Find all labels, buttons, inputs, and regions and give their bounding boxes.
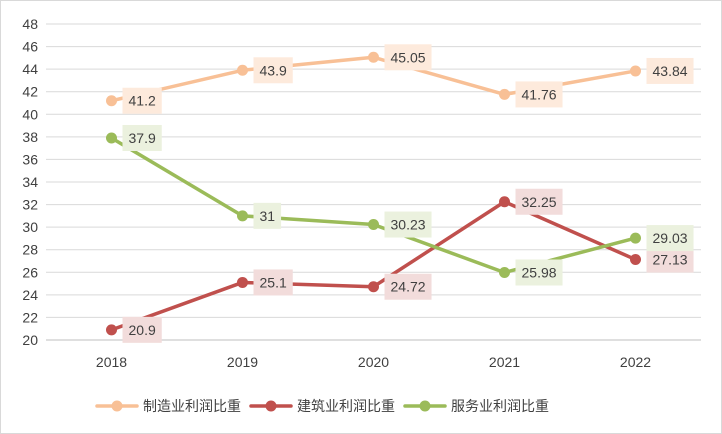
data-point xyxy=(499,88,510,100)
y-tick-label: 38 xyxy=(22,129,38,145)
data-label: 31 xyxy=(253,202,282,229)
data-label-box xyxy=(515,81,563,108)
data-label-box xyxy=(122,87,162,114)
legend-item: 服务业利润比重 xyxy=(403,399,549,415)
legend: 制造业利润比重 建筑业利润比重 服务业利润比重 xyxy=(95,399,549,415)
data-label: 20.9 xyxy=(122,316,162,343)
y-tick-label: 26 xyxy=(22,264,38,280)
data-label: 41.2 xyxy=(122,87,162,114)
data-point xyxy=(368,219,379,231)
y-tick-label: 28 xyxy=(22,242,38,258)
data-label-text: 43.9 xyxy=(260,62,287,78)
y-tick-label: 48 xyxy=(22,16,38,32)
gridlines xyxy=(46,23,701,341)
data-point xyxy=(499,267,510,279)
data-label-text: 31 xyxy=(260,208,276,224)
data-label-box xyxy=(384,211,432,238)
x-tick-label: 2022 xyxy=(620,354,651,370)
y-tick-label: 36 xyxy=(22,151,38,167)
data-point xyxy=(630,65,641,77)
x-tick-label: 2020 xyxy=(358,354,389,370)
series-2 xyxy=(106,196,641,336)
data-point xyxy=(499,196,510,208)
data-label-text: 37.9 xyxy=(129,130,156,146)
data-label-text: 30.23 xyxy=(391,217,426,233)
data-label-box xyxy=(646,57,694,84)
data-point xyxy=(368,51,379,63)
data-label: 41.76 xyxy=(515,81,563,108)
data-point xyxy=(237,64,248,76)
y-tick-label: 24 xyxy=(22,287,38,303)
x-tick-label: 2018 xyxy=(96,354,127,370)
y-tick-label: 22 xyxy=(22,309,38,325)
y-axis-ticks: 20 22 24 26 28 30 32 34 36 38 40 42 44 46 48 xyxy=(22,16,38,348)
x-axis-ticks: 2018 2019 2020 2021 2022 xyxy=(96,354,651,370)
data-label-text: 27.13 xyxy=(653,252,688,268)
y-tick-label: 46 xyxy=(22,39,38,55)
data-point xyxy=(630,232,641,244)
data-label-text: 25.98 xyxy=(522,265,557,281)
data-label-box xyxy=(122,316,162,343)
legend-marker xyxy=(265,400,277,412)
data-label: 32.25 xyxy=(515,188,563,215)
data-label: 45.05 xyxy=(384,44,432,71)
data-point xyxy=(106,132,117,144)
data-label-text: 25.1 xyxy=(260,274,287,290)
data-label: 43.9 xyxy=(253,57,293,84)
legend-marker xyxy=(111,400,123,412)
legend-marker xyxy=(419,400,431,412)
x-tick-label: 2019 xyxy=(227,354,258,370)
data-label: 30.23 xyxy=(384,211,432,238)
data-point xyxy=(237,210,248,222)
legend-item: 建筑业利润比重 xyxy=(249,399,395,415)
y-tick-label: 34 xyxy=(22,174,38,190)
data-label-box xyxy=(253,202,282,229)
data-labels: 41.2 43.9 45.05 41.76 43.84 20.9 25.1 24.72 32.2… xyxy=(122,44,694,343)
data-label: 29.03 xyxy=(646,225,694,252)
data-label-box xyxy=(253,57,293,84)
data-point xyxy=(368,281,379,293)
data-point xyxy=(106,324,117,336)
y-tick-label: 30 xyxy=(22,219,38,235)
data-label-box xyxy=(384,44,432,71)
y-tick-label: 44 xyxy=(22,61,38,77)
data-label: 25.98 xyxy=(515,259,563,286)
legend-label: 服务业利润比重 xyxy=(451,399,549,415)
data-label: 25.1 xyxy=(253,269,293,296)
y-tick-label: 32 xyxy=(22,197,38,213)
y-tick-label: 40 xyxy=(22,106,38,122)
data-label: 24.72 xyxy=(384,273,432,300)
data-label-text: 29.03 xyxy=(653,230,688,246)
data-label-box xyxy=(253,269,293,296)
legend-label: 制造业利润比重 xyxy=(143,399,241,415)
data-label-text: 24.72 xyxy=(391,279,426,295)
data-label-box xyxy=(515,188,563,215)
data-label-box xyxy=(122,124,162,151)
data-label-text: 20.9 xyxy=(129,322,156,338)
data-label: 43.84 xyxy=(646,57,694,84)
data-label-box xyxy=(646,225,694,252)
legend-label: 建筑业利润比重 xyxy=(297,399,395,415)
legend-item: 制造业利润比重 xyxy=(95,399,241,415)
data-label-box xyxy=(384,273,432,300)
data-point xyxy=(237,276,248,288)
data-point xyxy=(630,254,641,266)
data-label-text: 32.25 xyxy=(522,194,557,210)
data-label-box xyxy=(515,259,563,286)
y-tick-label: 42 xyxy=(22,84,38,100)
data-label-text: 41.76 xyxy=(522,86,557,102)
data-label-text: 43.84 xyxy=(653,63,688,79)
data-label-text: 45.05 xyxy=(391,49,426,65)
x-tick-label: 2021 xyxy=(489,354,520,370)
y-tick-label: 20 xyxy=(22,332,38,348)
data-point xyxy=(106,95,117,107)
data-label-text: 41.2 xyxy=(129,93,156,109)
data-label: 37.9 xyxy=(122,124,162,151)
